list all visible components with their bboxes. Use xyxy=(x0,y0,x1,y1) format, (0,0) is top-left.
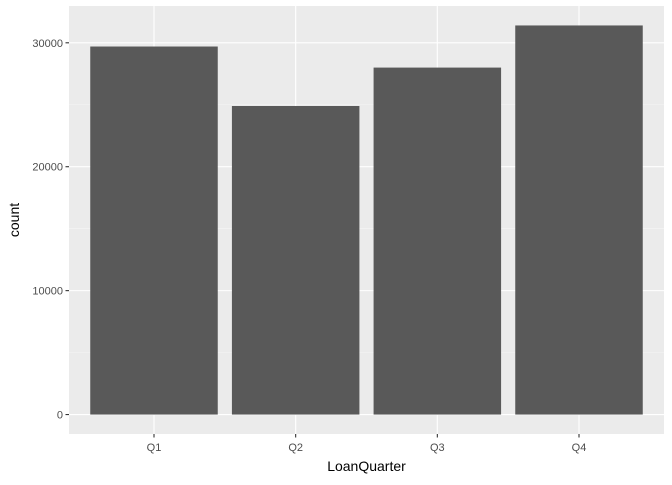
y-axis: 0 10000 20000 30000 xyxy=(32,38,69,422)
bar-q1 xyxy=(90,46,218,415)
bar-q2 xyxy=(231,105,360,415)
x-axis-title: LoanQuarter xyxy=(327,458,406,474)
x-axis: Q1 Q2 Q3 Q4 xyxy=(147,434,587,454)
y-axis-title: count xyxy=(6,203,22,237)
x-tick-label: Q2 xyxy=(288,442,303,454)
y-tick-label: 30000 xyxy=(32,38,63,50)
bar-q3 xyxy=(373,67,502,415)
x-tick-label: Q1 xyxy=(147,442,162,454)
bars xyxy=(90,25,643,415)
x-tick-label: Q3 xyxy=(430,442,445,454)
x-tick-label: Q4 xyxy=(572,442,587,454)
bar-q4 xyxy=(515,25,643,415)
y-tick-label: 20000 xyxy=(32,162,63,174)
y-tick-label: 0 xyxy=(57,410,63,422)
y-tick-label: 10000 xyxy=(32,286,63,298)
